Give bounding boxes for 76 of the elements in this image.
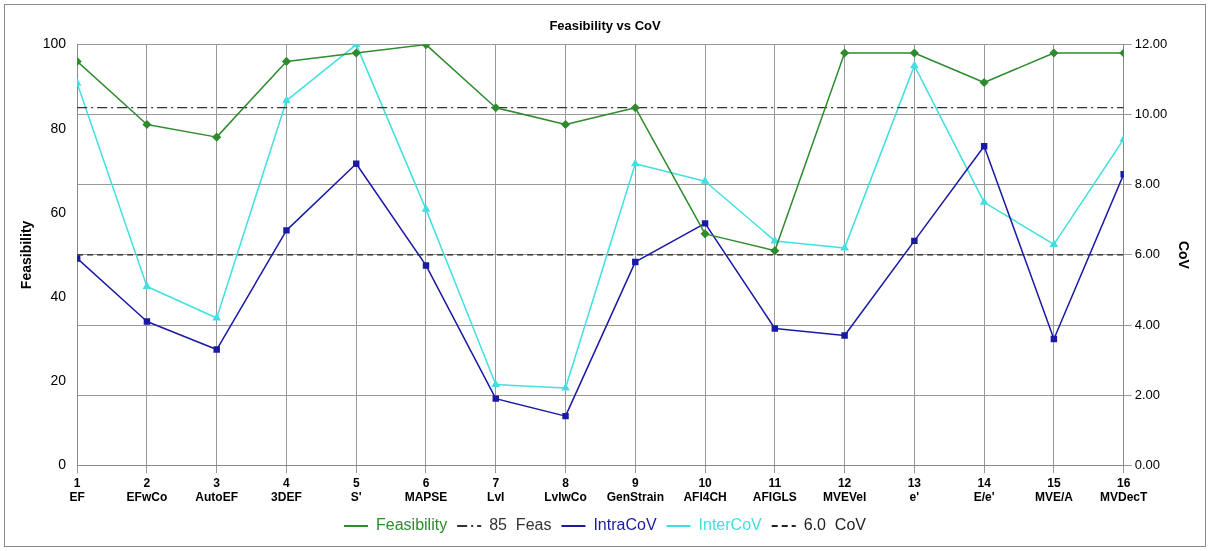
y2-tick-label: 12.00 <box>1134 36 1168 52</box>
y2-tick-label: 0.00 <box>1134 456 1160 472</box>
legend-label: 85 Feas <box>489 516 552 534</box>
y-tick-label: 40 <box>50 287 67 304</box>
y2-axis-title: CoV <box>1175 240 1192 270</box>
y2-tick-label: 10.00 <box>1134 106 1168 122</box>
point <box>561 383 570 391</box>
x-tick-label: 5 S' <box>350 475 362 505</box>
point <box>840 48 849 58</box>
point <box>422 205 430 212</box>
point <box>701 220 709 227</box>
point <box>841 332 848 339</box>
y-tick-label: 100 <box>42 35 67 52</box>
x-tick-label: 12 MVEVel <box>822 475 867 505</box>
point <box>1050 335 1058 343</box>
x-tick-label: 15 MVE/A <box>1034 475 1074 505</box>
x-tick-label: 1 EF <box>69 475 85 505</box>
y-tick-label: 80 <box>50 119 67 136</box>
legend-label: Feasibility <box>376 516 448 534</box>
point <box>142 120 152 129</box>
y-tick-label: 0 <box>58 456 67 473</box>
x-tick-label: 9 GenStrain <box>606 475 664 505</box>
point <box>632 258 639 266</box>
x-tick-label: 16 MVDecT <box>1100 475 1149 505</box>
point <box>143 282 151 289</box>
point <box>911 237 918 245</box>
x-tick-label: 8 LvIwCo <box>544 475 587 505</box>
point <box>282 96 291 104</box>
point <box>351 48 361 58</box>
point <box>770 246 780 255</box>
point <box>700 229 710 239</box>
point <box>701 177 709 184</box>
legend-label: InterCoV <box>698 516 763 534</box>
point <box>1050 240 1058 247</box>
x-tick-label: 2 EFwCo <box>126 475 168 505</box>
point <box>1049 48 1059 58</box>
x-tick-label: 7 LvI <box>487 475 505 505</box>
x-tick-label: 4 3DEF <box>271 475 302 505</box>
point <box>212 313 221 321</box>
x-tick-label: 14 E/e' <box>973 475 995 505</box>
point <box>980 198 988 205</box>
chart-title: Feasibility vs CoV <box>549 18 661 34</box>
point <box>631 159 640 167</box>
point <box>213 346 220 353</box>
legend-label: 6.0 CoV <box>803 516 867 534</box>
y-axis-title: Feasibility <box>18 220 35 290</box>
point <box>143 318 151 325</box>
point <box>631 103 640 112</box>
x-tick-label: 13 e' <box>907 475 922 505</box>
point <box>979 78 989 87</box>
y-tick-label: 60 <box>50 203 67 220</box>
point <box>282 57 291 66</box>
legend-label: IntraCoV <box>593 516 657 534</box>
y2-tick-label: 6.00 <box>1134 246 1160 262</box>
point <box>980 143 988 150</box>
x-tick-label: 3 AutoEF <box>195 475 239 505</box>
point <box>353 160 360 167</box>
y2-tick-label: 8.00 <box>1134 176 1160 192</box>
point <box>212 132 221 142</box>
point <box>422 262 430 269</box>
point <box>491 380 500 388</box>
point <box>771 325 779 332</box>
point <box>283 227 290 234</box>
y2-tick-label: 4.00 <box>1134 316 1160 332</box>
x-tick-label: 6 MAPSE <box>404 475 448 505</box>
point <box>562 412 569 420</box>
point <box>491 103 501 112</box>
y2-tick-label: 2.00 <box>1134 386 1160 402</box>
x-tick-label: 11 AFIGLS <box>752 475 797 505</box>
point <box>840 243 849 251</box>
point <box>561 120 570 129</box>
y-tick-label: 20 <box>50 371 67 388</box>
point <box>910 48 919 58</box>
x-tick-label: 10 AFI4CH <box>683 475 727 505</box>
point <box>910 61 919 69</box>
point <box>492 395 499 402</box>
